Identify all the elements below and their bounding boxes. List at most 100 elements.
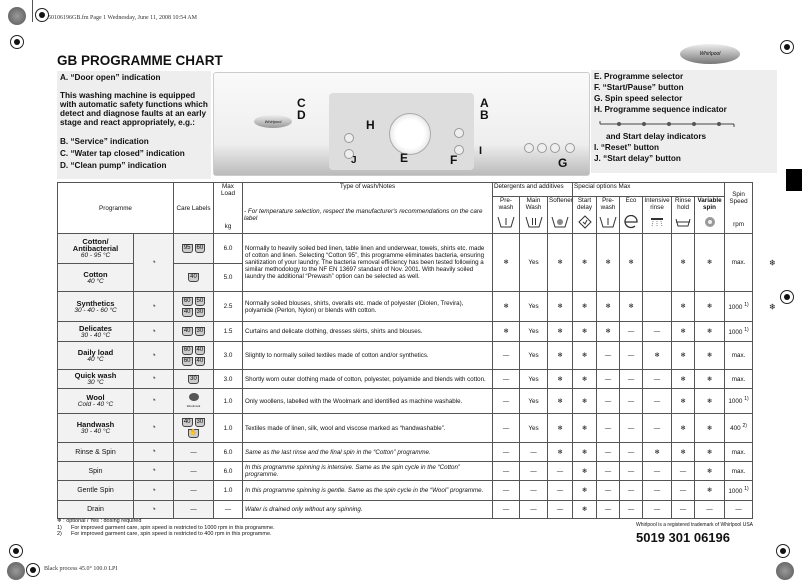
option-cell: ❄ [671, 413, 696, 443]
max-load-cell: 3.0 [213, 341, 243, 370]
indication-d: D. “Clean pump” indication [60, 161, 167, 170]
programme-name-cell: Gentle Spin [57, 480, 134, 501]
option-cell: — [596, 500, 621, 519]
programme-temp: 40 °C [87, 277, 104, 285]
handwash-care-icon: ✋ [187, 429, 200, 438]
max-load-cell: 6.0 [213, 442, 243, 462]
fault-indications-panel: A. “Door open” indication This washing m… [57, 71, 211, 179]
color-bar-disc [776, 562, 794, 580]
option-cell: ❄ [694, 442, 726, 462]
option-cell: ❄ [572, 461, 598, 481]
option-cell: ❄ [572, 413, 598, 443]
mainwash-tub-icon [525, 216, 542, 228]
programme-name-cell: Wool Cold - 40 °C [57, 388, 134, 414]
option-button [524, 143, 534, 153]
max-load-cell: 1.0 [213, 413, 243, 443]
option-cell: — [619, 500, 644, 519]
drain-icon: ◔ [150, 503, 157, 514]
print-footer: Black process 45.0° 100.0 LPI [44, 566, 118, 572]
gentle-spin-icon: ◔ [150, 484, 157, 495]
option-cell: ❄ [572, 341, 598, 370]
option-cell: — [546, 500, 574, 519]
option-cell: — [596, 442, 621, 462]
panel-logo: Whirlpool [254, 115, 292, 128]
option-cell: — [642, 369, 673, 389]
care-labels-cell: 40 30 [173, 321, 214, 342]
care-labels-cell: 40 30 ✋ [173, 413, 214, 443]
softener-icon [551, 216, 569, 228]
option-cell: ❄ [572, 369, 598, 389]
option-cell: Yes [519, 388, 548, 414]
indication-c: C. “Water tap closed” indication [60, 149, 185, 158]
prewash-tub-icon [497, 216, 515, 228]
option-cell: — [642, 413, 673, 443]
option-cell: — [492, 369, 520, 389]
programme-name: Rinse & Spin [75, 448, 116, 456]
spin-speed-value: 1000 [728, 398, 743, 406]
care-labels-cell: — [173, 500, 214, 519]
max-load-cell: 6.0 [213, 233, 243, 264]
header-care-labels: Care Labels [173, 182, 214, 234]
notes-cell: Only woollens, labelled with the Woolmar… [242, 388, 493, 414]
programme-temp: 30 - 40 - 60 °C [74, 306, 117, 314]
spin-speed-cell: 400 2) [724, 413, 754, 443]
option-cell: — [519, 442, 548, 462]
spin-speed-value: — [735, 506, 742, 513]
programme-icon-cell: ◔ [133, 233, 174, 292]
option-button [550, 143, 560, 153]
spin-footnote-ref: 1) [744, 301, 749, 308]
sequence-indicator-icon [599, 121, 735, 127]
option-cell: ❄ [572, 291, 598, 322]
spin-speed-value: 400 [730, 425, 741, 433]
programme-icon-cell: ◔ [133, 369, 174, 389]
legend-e: E. Programme selector [594, 72, 684, 81]
programme-name-cell: Cotton 40 °C [57, 263, 134, 292]
option-cell: ❄ [694, 461, 726, 481]
option-cell: — [519, 461, 548, 481]
control-panel-illustration: Whirlpool A B C D E F G H I J [213, 72, 590, 176]
option-cell: — [546, 461, 574, 481]
option-cell: ❄ [619, 233, 644, 292]
option-cell: Yes [519, 291, 548, 322]
whirlpool-logo: Whirlpool [680, 44, 740, 64]
programme-selector-dial [389, 113, 431, 155]
care-labels-cell: 60 5040 30 [173, 291, 214, 322]
option-cell [642, 233, 673, 292]
option-cell: Yes [519, 413, 548, 443]
table-row: Gentle Spin ◔ — 1.0 In this programme spinni… [57, 480, 754, 501]
option-cell: ❄ [546, 369, 574, 389]
table-row: Handwash 30 - 40 °C ◔ 40 30 ✋ 1.0 Textiles made… [57, 413, 754, 443]
synthetics-icon: ◔ [150, 300, 157, 311]
table-row: Drain ◔ — — Water is drained only without an… [57, 500, 754, 519]
rinse-spin-icon: ◔ [150, 446, 157, 456]
spin-footnote-ref: 1) [744, 396, 749, 403]
option-cell: — [492, 341, 520, 370]
option-cell: — [671, 480, 696, 501]
care-labels-cell: — [173, 480, 214, 501]
option-cell: ❄ [572, 321, 598, 342]
option-cell: ❄ [492, 291, 520, 322]
wool-icon: ◔ [150, 395, 157, 405]
option-cell: — [492, 500, 520, 519]
option-cell: — [546, 480, 574, 501]
notes-cell: Normally to heavily soiled bed linen, ta… [242, 233, 493, 292]
programme-icon-cell: ◔ [133, 321, 174, 342]
header-option-label: Start delay [576, 197, 593, 211]
programme-name: Handwash [76, 420, 115, 429]
programme-icon-cell: ◔ [133, 291, 174, 322]
controls-legend-panel: E. Programme selector F. “Start/Pause” b… [591, 70, 777, 173]
programme-icon-cell: ◔ [133, 461, 174, 481]
care-labels-cell: Woolmark [173, 388, 214, 414]
programme-icon-cell: ◔ [133, 442, 174, 462]
legend-g: G. Spin speed selector [594, 94, 683, 103]
option-cell: ❄ [671, 388, 696, 414]
reset-button [454, 128, 464, 138]
handwash-icon: ◔ [150, 422, 157, 432]
header-option-label: Eco [625, 197, 637, 204]
spin-speed-value: max. [731, 448, 746, 456]
header-option: Softener [546, 196, 574, 234]
rinse-hold-icon [675, 218, 691, 227]
option-cell: — [492, 388, 520, 414]
header-kg: kg [224, 223, 232, 230]
wash-temp-care-label: 95 [181, 244, 193, 253]
